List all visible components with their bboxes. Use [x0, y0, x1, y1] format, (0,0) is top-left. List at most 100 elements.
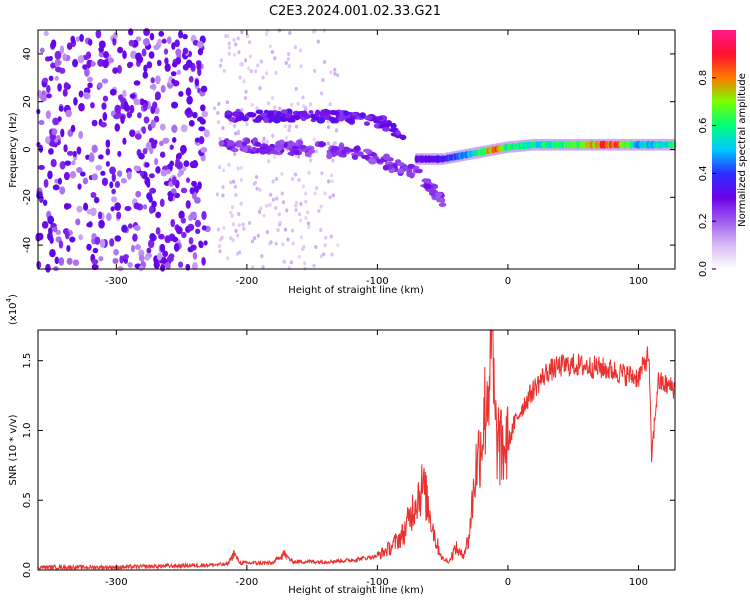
noise-cell: [151, 141, 157, 149]
faint-cell: [294, 208, 298, 213]
noise-cell: [43, 30, 49, 36]
faint-cell: [313, 68, 317, 73]
upper-track-cell: [312, 116, 320, 121]
upper-track-cell: [301, 110, 307, 117]
noise-cell: [52, 184, 60, 191]
upper-track-cell: [263, 116, 269, 124]
noise-cell: [155, 211, 162, 219]
colorbar-tick-label: 0.4: [698, 165, 709, 181]
noise-cell: [155, 227, 161, 235]
faint-cell: [227, 51, 231, 56]
snr-x-tick-label: -100: [366, 577, 389, 588]
noise-cell: [124, 206, 132, 212]
noise-cell: [103, 51, 109, 59]
faint-cell: [248, 54, 252, 59]
faint-cell: [311, 29, 316, 34]
lower-track-cell: [271, 149, 279, 155]
faint-cell: [238, 75, 242, 80]
noise-cell: [164, 63, 171, 72]
snr-y-tick-label: 1.5: [22, 353, 33, 369]
noise-cell: [192, 111, 198, 119]
noise-cell: [194, 219, 202, 228]
noise-cell: [66, 257, 73, 265]
upper-track-cell: [239, 115, 246, 121]
noise-cell: [111, 173, 116, 182]
noise-cell: [57, 83, 62, 92]
faint-cell: [283, 227, 288, 232]
lower-track-cell: [351, 154, 359, 160]
svg-text:(x104): (x104): [5, 294, 19, 325]
noise-cell: [82, 177, 89, 185]
faint-cell: [250, 102, 254, 107]
lower-track-cell: [227, 140, 236, 146]
lower-track-cell: [330, 148, 338, 152]
noise-cell: [42, 77, 49, 83]
upper-track-cell: [376, 115, 384, 121]
upper-track-cell: [337, 115, 345, 122]
spectrogram-x-tick-label: -200: [236, 276, 259, 287]
noise-cell: [185, 263, 191, 271]
noise-cell: [185, 87, 192, 97]
lower-track-cell: [423, 183, 432, 189]
noise-cell: [100, 121, 107, 128]
colorbar-tick-label: 0.2: [698, 213, 709, 229]
colorbar-gradient: [712, 30, 736, 269]
faint-cell: [233, 184, 238, 189]
noise-cell: [92, 247, 99, 254]
noise-cell: [150, 119, 156, 129]
noise-cell: [72, 58, 79, 68]
faint-cell: [212, 106, 217, 111]
noise-cell: [38, 164, 45, 170]
faint-cell: [259, 206, 263, 211]
noise-cell: [142, 147, 148, 155]
noise-cell: [161, 38, 167, 44]
noise-cell: [54, 50, 62, 60]
faint-cell: [266, 101, 271, 106]
faint-cell: [319, 204, 323, 209]
upper-track-cell: [351, 112, 358, 117]
noise-cell: [148, 173, 155, 179]
faint-cell: [261, 264, 265, 269]
faint-cell: [274, 70, 278, 75]
noise-cell: [180, 217, 187, 224]
noise-cell: [69, 170, 77, 179]
faint-cell: [218, 136, 222, 141]
noise-cell: [59, 186, 66, 195]
noise-cell: [127, 223, 133, 229]
spectrogram-y-tick-label: 0: [22, 146, 33, 152]
noise-cell: [120, 178, 127, 184]
upper-track-cell: [333, 111, 340, 116]
noise-cell: [49, 236, 54, 244]
noise-cell: [200, 146, 208, 153]
noise-cell: [186, 107, 192, 115]
noise-cell: [127, 261, 133, 268]
faint-cell: [333, 67, 337, 72]
faint-cell: [271, 197, 276, 202]
faint-cell: [274, 177, 279, 182]
faint-cell: [233, 123, 237, 128]
noise-cell: [171, 124, 178, 134]
noise-cell: [62, 53, 67, 62]
noise-cell: [133, 202, 141, 210]
faint-cell: [301, 95, 305, 100]
noise-cell: [170, 218, 176, 228]
snr-x-tick-label: -300: [105, 577, 128, 588]
faint-cell: [304, 191, 308, 196]
noise-cell: [63, 82, 70, 90]
noise-cell: [114, 235, 122, 242]
snr-y-tick-label: 1.0: [22, 423, 33, 439]
lower-track-cell: [259, 149, 269, 154]
lower-track-cell: [396, 168, 405, 174]
noise-cell: [176, 69, 182, 75]
noise-cell: [142, 103, 148, 112]
noise-cell: [138, 265, 144, 272]
noise-cell: [159, 243, 166, 253]
noise-cell: [141, 126, 147, 134]
faint-cell: [261, 139, 266, 144]
upper-track-cell: [248, 112, 257, 118]
snr-y-scale-label: (x104): [5, 294, 19, 325]
lower-track-cell: [297, 139, 304, 146]
spectrogram-x-tick-label: 0: [505, 276, 511, 287]
noise-cell: [139, 170, 145, 177]
faint-cell: [298, 48, 303, 53]
